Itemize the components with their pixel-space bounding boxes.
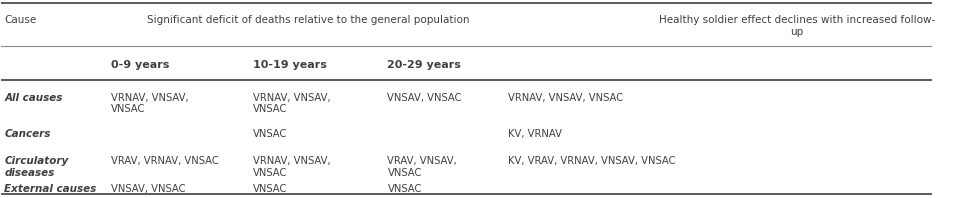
Text: Cause: Cause <box>4 15 37 25</box>
Text: VNSAC: VNSAC <box>387 184 422 194</box>
Text: 0-9 years: 0-9 years <box>111 60 169 70</box>
Text: VRNAV, VNSAV, VNSAC: VRNAV, VNSAV, VNSAC <box>508 93 623 103</box>
Text: VRAV, VNSAV,
VNSAC: VRAV, VNSAV, VNSAC <box>387 156 457 178</box>
Text: Circulatory
diseases: Circulatory diseases <box>4 156 68 178</box>
Text: KV, VRNAV: KV, VRNAV <box>508 129 562 139</box>
Text: VRAV, VRNAV, VNSAC: VRAV, VRNAV, VNSAC <box>111 156 219 166</box>
Text: 10-19 years: 10-19 years <box>252 60 326 70</box>
Text: VRNAV, VNSAV,
VNSAC: VRNAV, VNSAV, VNSAC <box>252 156 330 178</box>
Text: VNSAC: VNSAC <box>252 129 287 139</box>
Text: Cancers: Cancers <box>4 129 50 139</box>
Text: VNSAV, VNSAC: VNSAV, VNSAC <box>111 184 186 194</box>
Text: 20-29 years: 20-29 years <box>387 60 461 70</box>
Text: Significant deficit of deaths relative to the general population: Significant deficit of deaths relative t… <box>147 15 470 25</box>
Text: External causes: External causes <box>4 184 96 194</box>
Text: VNSAV, VNSAC: VNSAV, VNSAC <box>387 93 462 103</box>
Text: VRNAV, VNSAV,
VNSAC: VRNAV, VNSAV, VNSAC <box>252 93 330 114</box>
Text: Healthy soldier effect declines with increased follow-
up: Healthy soldier effect declines with inc… <box>659 15 935 37</box>
Text: KV, VRAV, VRNAV, VNSAV, VNSAC: KV, VRAV, VRNAV, VNSAV, VNSAC <box>508 156 676 166</box>
Text: VRNAV, VNSAV,
VNSAC: VRNAV, VNSAV, VNSAC <box>111 93 189 114</box>
Text: VNSAC: VNSAC <box>252 184 287 194</box>
Text: All causes: All causes <box>4 93 63 103</box>
